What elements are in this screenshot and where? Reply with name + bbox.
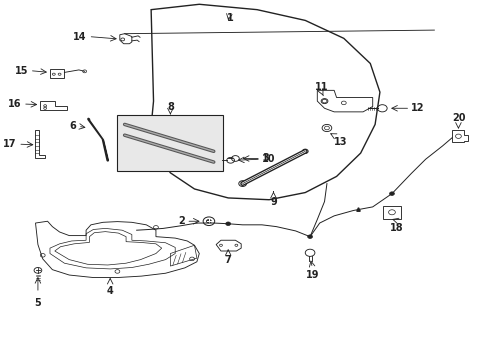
Text: 5: 5 xyxy=(35,298,41,309)
Text: 8: 8 xyxy=(166,102,173,112)
Text: 1: 1 xyxy=(227,13,233,23)
Text: 9: 9 xyxy=(270,197,277,207)
Text: 19: 19 xyxy=(305,270,319,280)
Text: 3: 3 xyxy=(262,153,268,163)
Circle shape xyxy=(389,192,393,195)
Circle shape xyxy=(302,149,307,153)
Text: 17: 17 xyxy=(3,139,16,149)
Text: 14: 14 xyxy=(72,32,86,41)
Text: 18: 18 xyxy=(389,223,403,233)
Text: 6: 6 xyxy=(70,121,76,131)
FancyBboxPatch shape xyxy=(117,116,223,171)
Text: 16: 16 xyxy=(7,99,21,109)
Circle shape xyxy=(205,219,211,224)
Circle shape xyxy=(238,181,246,186)
Text: 4: 4 xyxy=(106,286,113,296)
Text: 12: 12 xyxy=(410,103,424,113)
Text: 11: 11 xyxy=(315,82,328,92)
Text: 7: 7 xyxy=(224,255,231,265)
Text: 10: 10 xyxy=(262,154,275,164)
Circle shape xyxy=(225,222,230,226)
Text: 15: 15 xyxy=(15,66,28,76)
Text: 20: 20 xyxy=(452,113,465,123)
Circle shape xyxy=(307,235,312,238)
Text: 2: 2 xyxy=(178,216,184,226)
Text: 13: 13 xyxy=(333,137,347,147)
